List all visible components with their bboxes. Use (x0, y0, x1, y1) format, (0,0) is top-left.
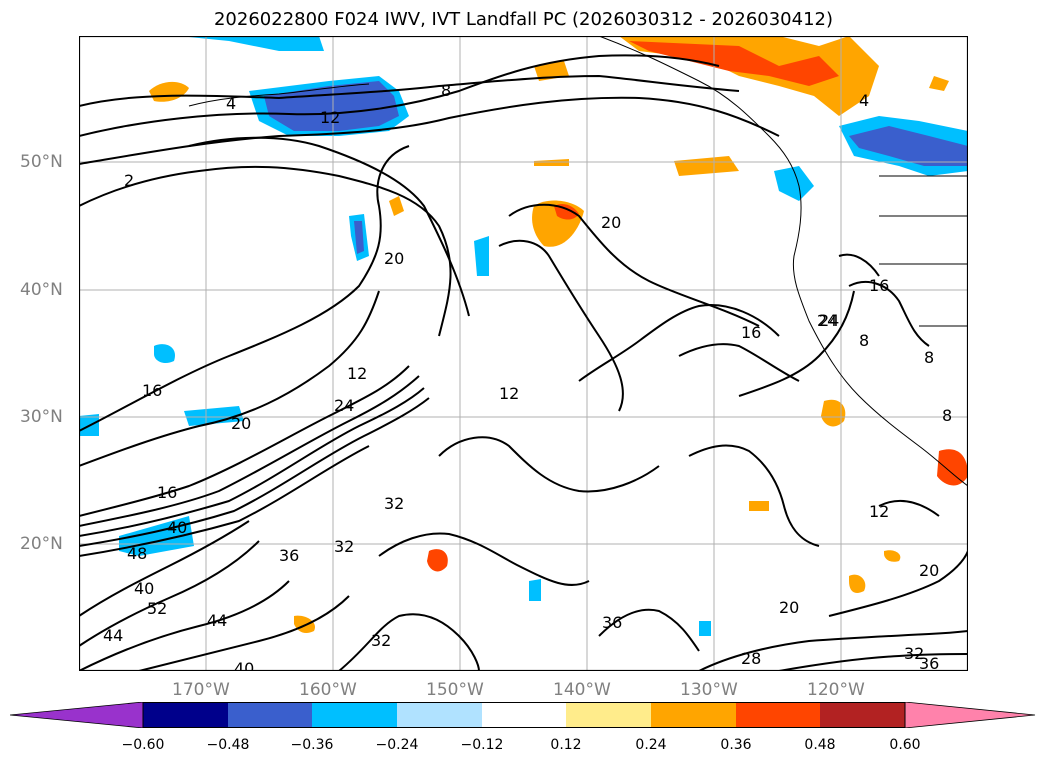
colorbar-tick-label: −0.12 (460, 737, 504, 753)
map-canvas: 4 8 12 2 20 16 12 20 24 16 40 48 40 52 4… (78, 35, 969, 678)
contour-label: 12 (499, 384, 519, 403)
contour-label: 24 (334, 396, 354, 415)
contour-label: 12 (347, 364, 367, 383)
contour-label: 20 (779, 598, 799, 617)
contour-label: 4 (226, 94, 236, 113)
contour-label: 28 (741, 649, 761, 668)
lon-label-160w: 160°W (299, 680, 357, 700)
colorbar-tick-label: 0.48 (804, 737, 836, 753)
ivt-contours (78, 54, 969, 672)
lon-label-150w: 150°W (426, 680, 484, 700)
contour-label: 8 (942, 406, 952, 425)
contour-label: 36 (602, 613, 622, 632)
colorbar-segment (228, 702, 312, 728)
lon-label-140w: 140°W (553, 680, 611, 700)
colorbar-tick-label: −0.24 (375, 737, 419, 753)
colorbar-segment (651, 702, 736, 728)
contour-label: 20 (919, 561, 939, 580)
contour-label: 12 (320, 108, 340, 127)
contour-label: 20 (384, 249, 404, 268)
contour-label: 8 (924, 348, 934, 367)
colorbar-tick-label: 0.12 (550, 737, 582, 753)
negative-anomaly-shading (79, 36, 968, 636)
coastlines (188, 35, 969, 487)
contour-label: 40 (234, 659, 254, 671)
map-panel: 4 8 12 2 20 16 12 20 24 16 40 48 40 52 4… (78, 35, 969, 678)
colorbar-segment (566, 702, 651, 728)
colorbar-segment (904, 702, 1036, 728)
colorbar-segment (482, 702, 566, 728)
contour-label: 32 (904, 644, 924, 663)
contour-label: 16 (741, 323, 761, 342)
colorbar-segment (312, 702, 397, 728)
colorbar-tick-label: 0.36 (720, 737, 752, 753)
contour-label: 48 (127, 544, 147, 563)
contour-label: 52 (147, 599, 167, 618)
map-border (78, 35, 969, 672)
colorbar-segment (736, 702, 820, 728)
contour-label: 20 (601, 213, 621, 232)
lat-label-40n: 40°N (20, 280, 63, 300)
colorbar-tick-label: 0.24 (635, 737, 667, 753)
contour-label: 8 (441, 81, 451, 100)
colorbar-segment (820, 702, 905, 728)
contour-label: 16 (142, 381, 162, 400)
positive-anomaly-shading (149, 36, 968, 634)
contour-label-group: 4 8 12 2 20 16 12 20 24 16 40 48 40 52 4… (103, 81, 952, 678)
contour-label: 36 (279, 546, 299, 565)
contour-label: 44 (207, 611, 227, 630)
lon-label-120w: 120°W (807, 680, 865, 700)
colorbar-tick-label: −0.48 (206, 737, 250, 753)
contour-label: 16 (869, 276, 889, 295)
lat-lon-grid (79, 36, 968, 671)
contour-label: 2 (124, 171, 134, 190)
contour-label: 32 (334, 537, 354, 556)
colorbar-segment (10, 702, 144, 728)
contour-label: 40 (167, 518, 187, 537)
contour-label: 32 (371, 631, 391, 650)
colorbar-segment (143, 702, 228, 728)
colorbar-segment (397, 702, 482, 728)
lat-label-20n: 20°N (20, 534, 63, 554)
colorbar-tick-label: −0.60 (121, 737, 165, 753)
contour-label: 24 (819, 311, 839, 330)
colorbar (10, 702, 1036, 728)
colorbar-tick-label: −0.36 (290, 737, 334, 753)
map-title: 2026022800 F024 IWV, IVT Landfall PC (20… (213, 9, 834, 30)
contour-label: 40 (134, 579, 154, 598)
contour-label: 44 (103, 626, 123, 645)
lat-label-50n: 50°N (20, 152, 63, 172)
lon-label-130w: 130°W (680, 680, 738, 700)
contour-label: 36 (919, 654, 939, 671)
lat-label-30n: 30°N (20, 407, 63, 427)
colorbar-tick-label: 0.60 (889, 737, 921, 753)
contour-label: 12 (869, 502, 889, 521)
contour-label: 32 (384, 494, 404, 513)
contour-label: 4 (859, 91, 869, 110)
contour-label: 20 (231, 414, 251, 433)
colorbar-border (142, 702, 906, 728)
contour-label: 8 (859, 331, 869, 350)
contour-label: 16 (157, 483, 177, 502)
lon-label-170w: 170°W (172, 680, 230, 700)
contour-label: 24 (817, 311, 837, 330)
